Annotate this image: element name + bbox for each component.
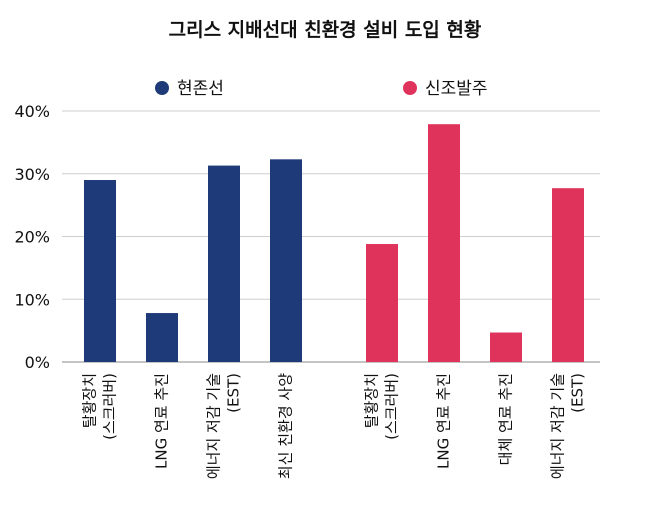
bar: [270, 159, 302, 362]
y-tick-label: 40%: [14, 102, 50, 121]
x-axis-labels: 탈황장치 (스크러버) LNG 연료 추진 에너지 저감 기술 (EST) 최신 친환경 …: [81, 373, 587, 479]
bar: [84, 180, 116, 362]
bar: [208, 165, 240, 362]
bar: [490, 332, 522, 362]
x-category-label: 대체 연료 추진: [497, 373, 515, 465]
x-category-label: LNG 연료 추진: [435, 373, 453, 469]
legend-label-existing: 현존선: [177, 79, 224, 99]
legend: 현존선 신조발주: [155, 79, 488, 99]
y-axis-ticks: 0% 10% 20% 30% 40%: [14, 102, 50, 372]
x-category-label: 탈황장치: [363, 373, 381, 428]
bar: [146, 313, 178, 362]
x-category-label: 최신 친환경 사양: [277, 373, 295, 479]
x-category-label: (EST): [225, 373, 243, 413]
y-tick-label: 20%: [14, 228, 50, 247]
x-category-label: (EST): [569, 373, 587, 413]
legend-label-newbuild: 신조발주: [425, 79, 488, 99]
x-category-label: (스크러버): [101, 373, 119, 440]
y-tick-label: 0%: [25, 353, 50, 372]
x-category-label: LNG 연료 추진: [153, 373, 171, 469]
y-tick-label: 30%: [14, 165, 50, 184]
legend-marker-newbuild: [403, 81, 417, 95]
bar: [428, 124, 460, 363]
x-category-label: 에너지 저감 기술: [205, 373, 223, 479]
bars: [84, 124, 584, 363]
legend-marker-existing: [155, 81, 169, 95]
chart-title: 그리스 지배선대 친환경 설비 도입 현황: [169, 18, 482, 41]
gridlines: [62, 110, 600, 363]
bar: [366, 244, 398, 362]
x-category-label: 탈황장치: [81, 373, 99, 428]
x-category-label: 에너지 저감 기술: [549, 373, 567, 479]
x-category-label: (스크러버): [383, 373, 401, 440]
y-tick-label: 10%: [14, 290, 50, 309]
bar: [552, 188, 584, 362]
